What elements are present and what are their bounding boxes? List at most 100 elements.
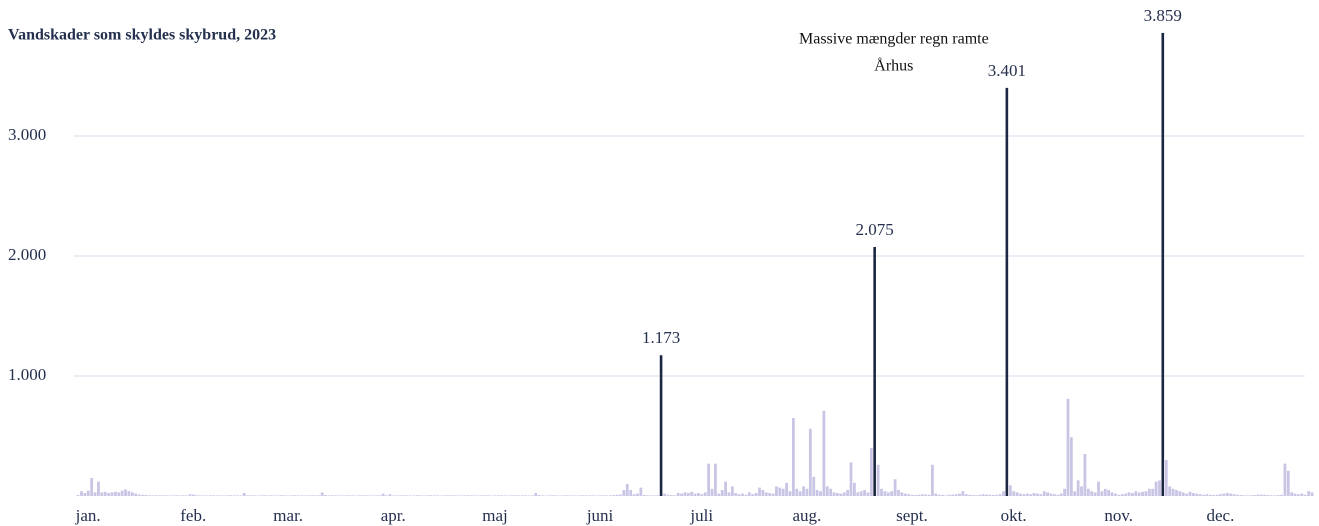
bar — [1127, 492, 1131, 496]
bar — [598, 495, 602, 496]
bar — [249, 495, 253, 496]
bar — [893, 479, 897, 496]
bar — [280, 495, 283, 496]
bar — [1242, 495, 1246, 496]
x-tick-label: feb. — [180, 506, 206, 525]
bar — [283, 495, 287, 496]
bar — [212, 495, 216, 496]
bar — [1076, 480, 1080, 496]
bar — [683, 492, 687, 496]
bar — [1212, 495, 1216, 496]
bar — [927, 494, 931, 496]
bar — [1293, 493, 1297, 496]
bar — [1039, 494, 1043, 496]
x-tick-label: dec. — [1207, 506, 1235, 525]
bar — [1175, 490, 1178, 496]
bar — [1008, 485, 1012, 496]
bar — [585, 495, 588, 496]
bar — [849, 462, 853, 496]
bar — [1276, 495, 1280, 496]
bar — [622, 490, 626, 496]
bar — [110, 492, 114, 496]
bar — [547, 495, 551, 496]
bar — [717, 493, 721, 496]
bar — [1246, 495, 1250, 496]
bar — [612, 495, 616, 496]
bar — [368, 495, 372, 496]
bar — [825, 486, 829, 496]
bar — [1002, 491, 1005, 496]
data-label: 3.401 — [988, 61, 1026, 80]
bar — [1144, 491, 1148, 496]
bar — [405, 495, 409, 496]
bar — [632, 494, 636, 496]
bar — [920, 494, 924, 496]
bar — [1286, 470, 1290, 496]
bar — [873, 247, 876, 496]
bar — [1236, 494, 1239, 496]
bar — [1151, 488, 1155, 496]
bar — [330, 495, 334, 496]
bar — [158, 495, 161, 496]
bar — [1066, 398, 1070, 496]
bar — [1171, 488, 1175, 496]
bar — [412, 495, 416, 496]
bar — [669, 495, 673, 496]
bar — [1256, 494, 1260, 496]
bar — [1032, 493, 1036, 496]
bar — [1086, 488, 1090, 496]
bar — [324, 495, 327, 496]
bar — [219, 495, 222, 496]
x-tick-label: sept. — [896, 506, 928, 525]
bar — [1103, 488, 1107, 496]
bar — [676, 493, 680, 496]
bar — [690, 491, 694, 496]
bar — [778, 487, 782, 496]
bar — [1202, 494, 1205, 496]
bar — [724, 481, 727, 496]
bar — [202, 495, 205, 496]
bar — [951, 494, 955, 496]
bar — [446, 495, 450, 496]
bar — [151, 495, 155, 496]
bar — [381, 493, 385, 496]
bar — [225, 495, 229, 496]
bar — [510, 495, 514, 496]
bar — [591, 495, 595, 496]
chart-title: Vandskader som skyldes skybrud, 2023 — [8, 27, 276, 44]
bar — [147, 495, 151, 496]
bar — [1164, 460, 1168, 496]
bar — [185, 495, 188, 496]
bar — [930, 464, 934, 496]
bar — [310, 495, 314, 496]
bar — [215, 495, 219, 496]
bar — [537, 495, 541, 496]
bar — [1259, 494, 1263, 496]
bar — [554, 495, 558, 496]
bar — [1120, 494, 1124, 496]
bar — [571, 495, 575, 496]
bar — [1036, 493, 1039, 496]
bar — [266, 495, 270, 496]
bar — [666, 494, 670, 496]
bar — [934, 493, 938, 496]
bar — [625, 484, 629, 496]
bar — [981, 494, 985, 496]
x-tick-label: maj — [482, 506, 508, 525]
bar — [1185, 493, 1189, 496]
bar — [656, 495, 660, 496]
bar — [107, 493, 111, 496]
bar — [829, 488, 833, 496]
bar — [646, 495, 650, 496]
bar — [117, 492, 121, 496]
bar — [402, 495, 405, 496]
bar — [941, 495, 944, 496]
bar — [361, 495, 365, 496]
bar — [917, 494, 921, 496]
bar — [751, 494, 755, 496]
bar — [276, 495, 280, 496]
bar — [1208, 494, 1212, 496]
bar — [530, 495, 534, 496]
bar — [130, 492, 134, 496]
bar — [954, 494, 958, 496]
